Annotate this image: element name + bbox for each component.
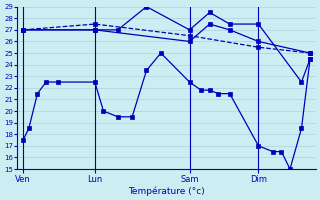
X-axis label: Température (°c): Température (°c) [128, 186, 205, 196]
